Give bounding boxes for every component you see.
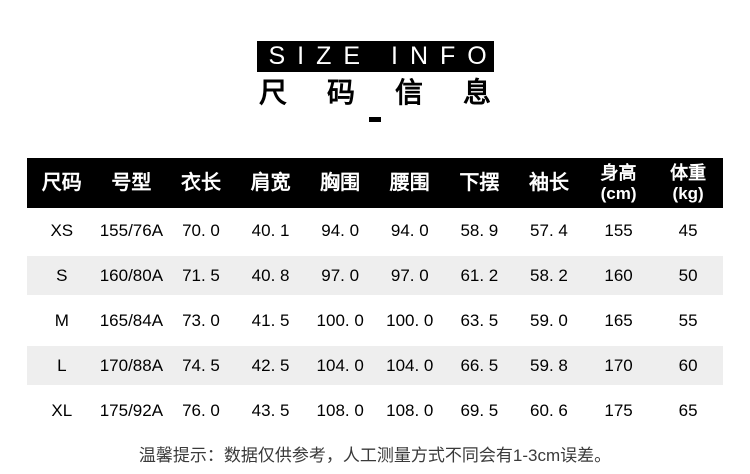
table-row-s: S 160/80A 71. 5 40. 8 97. 0 97. 0 61. 2 … xyxy=(27,253,723,298)
cell-spec: 165/84A xyxy=(99,310,164,330)
cell-weight: 45 xyxy=(678,220,698,240)
title-cn: 尺码信息 xyxy=(258,77,531,108)
cell-bust: 100. 0 xyxy=(316,310,364,330)
cell-waist: 108. 0 xyxy=(386,400,434,420)
cell-bust: 108. 0 xyxy=(316,400,364,420)
table-row-xs: XS 155/76A 70. 0 40. 1 94. 0 94. 0 58. 9… xyxy=(27,208,723,253)
header-bust: 胸围 xyxy=(320,171,361,194)
disclaimer-note: 温馨提示：数据仅供参考，人工测量方式不同会有1-3cm误差。 xyxy=(138,446,612,465)
header-spec: 号型 xyxy=(111,171,152,194)
cell-hem: 58. 9 xyxy=(460,220,499,240)
cell-weight: 65 xyxy=(678,400,698,420)
cell-bust: 104. 0 xyxy=(316,355,364,375)
cell-shoulder: 40. 8 xyxy=(251,265,290,285)
size-info-page: SIZE INFO 尺码信息 尺码 号型 衣长 肩宽 胸围 腰围 下摆 袖长 身… xyxy=(0,41,750,466)
cell-size: XL xyxy=(51,400,73,420)
cell-bust: 97. 0 xyxy=(321,265,360,285)
size-table: 尺码 号型 衣长 肩宽 胸围 腰围 下摆 袖长 身高 (cm) 体重 (kg) XS… xyxy=(27,158,723,433)
cell-shoulder: 42. 5 xyxy=(251,355,290,375)
table-header-row: 尺码 号型 衣长 肩宽 胸围 腰围 下摆 袖长 身高 (cm) 体重 (kg) xyxy=(27,158,723,208)
cell-size: L xyxy=(57,355,67,375)
cell-size: M xyxy=(54,310,69,330)
cell-spec: 155/76A xyxy=(99,220,164,240)
cell-size: S xyxy=(56,265,68,285)
header-height: 身高 (cm) xyxy=(600,162,637,203)
header-weight: 体重 (kg) xyxy=(670,162,707,203)
cell-garment-length: 76. 0 xyxy=(182,400,220,420)
cell-weight: 60 xyxy=(678,355,698,375)
cell-bust: 94. 0 xyxy=(321,220,360,240)
cell-garment-length: 73. 0 xyxy=(182,310,220,330)
cell-height: 155 xyxy=(604,220,633,240)
cell-sleeve: 58. 2 xyxy=(530,265,568,285)
header-hem: 下摆 xyxy=(459,171,500,194)
cell-hem: 61. 2 xyxy=(460,265,499,285)
cell-shoulder: 43. 5 xyxy=(251,400,290,420)
cell-garment-length: 70. 0 xyxy=(182,220,220,240)
cell-waist: 94. 0 xyxy=(390,220,429,240)
table-row-m: M 165/84A 73. 0 41. 5 100. 0 100. 0 63. … xyxy=(27,298,723,343)
header-garment-length: 衣长 xyxy=(180,171,221,194)
cell-garment-length: 71. 5 xyxy=(182,265,220,285)
cell-shoulder: 40. 1 xyxy=(251,220,290,240)
cell-weight: 50 xyxy=(678,265,698,285)
cell-spec: 175/92A xyxy=(99,400,164,420)
cell-waist: 100. 0 xyxy=(386,310,434,330)
cell-spec: 160/80A xyxy=(99,265,164,285)
header-sleeve: 袖长 xyxy=(528,171,569,194)
cell-sleeve: 57. 4 xyxy=(530,220,568,240)
cell-sleeve: 59. 8 xyxy=(530,355,568,375)
cell-waist: 97. 0 xyxy=(390,265,429,285)
header-waist: 腰围 xyxy=(389,171,430,194)
cell-weight: 55 xyxy=(678,310,698,330)
cell-sleeve: 60. 6 xyxy=(530,400,568,420)
cell-sleeve: 59. 0 xyxy=(530,310,568,330)
cell-waist: 104. 0 xyxy=(386,355,434,375)
header-size: 尺码 xyxy=(41,171,82,194)
table-row-l: L 170/88A 74. 5 42. 5 104. 0 104. 0 66. … xyxy=(27,343,723,388)
cell-garment-length: 74. 5 xyxy=(182,355,220,375)
cell-hem: 66. 5 xyxy=(460,355,499,375)
cell-height: 175 xyxy=(604,400,633,420)
cell-height: 170 xyxy=(604,355,633,375)
cell-height: 165 xyxy=(604,310,633,330)
title-en-banner: SIZE INFO xyxy=(256,41,494,72)
cell-size: XS xyxy=(50,220,74,240)
cell-spec: 170/88A xyxy=(99,355,164,375)
title-dash xyxy=(369,117,381,122)
header-shoulder: 肩宽 xyxy=(250,171,291,194)
cell-hem: 63. 5 xyxy=(460,310,499,330)
cell-height: 160 xyxy=(604,265,633,285)
table-row-xl: XL 175/92A 76. 0 43. 5 108. 0 108. 0 69.… xyxy=(27,388,723,433)
cell-shoulder: 41. 5 xyxy=(251,310,290,330)
cell-hem: 69. 5 xyxy=(460,400,499,420)
